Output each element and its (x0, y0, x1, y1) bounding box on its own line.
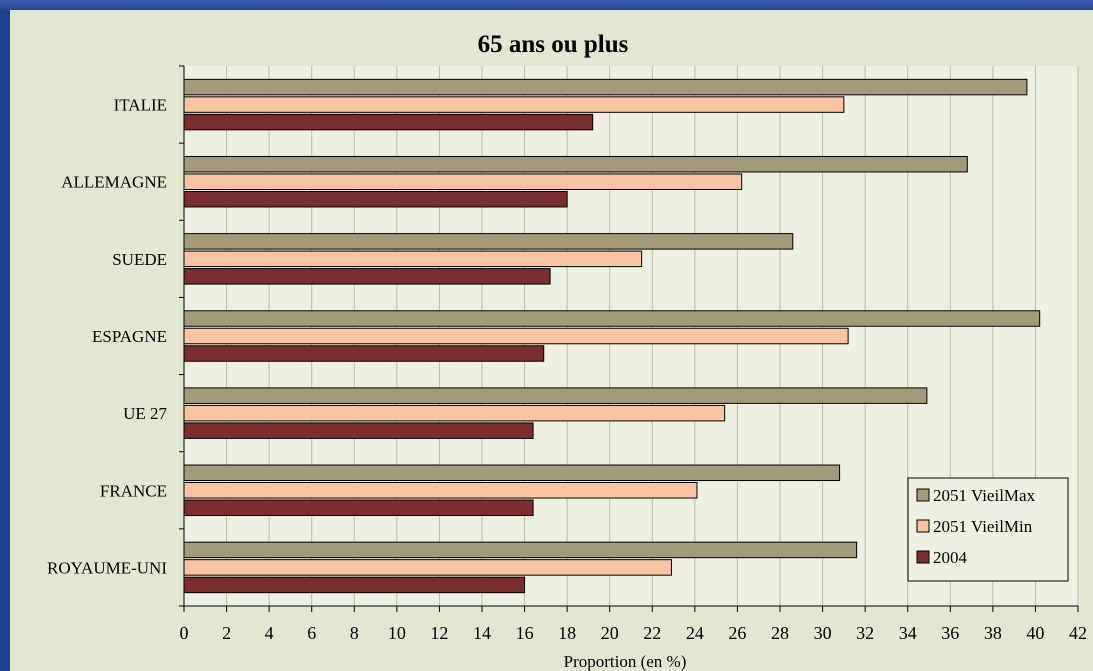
slide-left-border (0, 10, 10, 671)
legend-swatch (916, 550, 930, 564)
window-top-bar (0, 0, 1093, 10)
bar-suede-2004 (183, 268, 551, 285)
legend-swatch (916, 519, 930, 533)
y-category-label: ALLEMAGNE (61, 173, 167, 192)
x-tick-label: 36 (941, 623, 959, 643)
x-tick-label: 22 (643, 623, 661, 643)
x-tick-label: 30 (814, 623, 832, 643)
x-tick-label: 40 (1026, 623, 1044, 643)
bar-allemagne-2004 (183, 190, 568, 208)
chart-title: 65 ans ou plus (478, 31, 629, 58)
legend-label: 2051 VieilMax (933, 486, 1036, 505)
legend-label: 2051 VieilMin (933, 517, 1033, 536)
x-tick-label: 14 (473, 623, 491, 643)
x-tick-label: 4 (265, 623, 274, 643)
bar-suede-2051-vieilmax (183, 233, 794, 250)
bar-royaume-uni-2051-vieilmax (183, 541, 858, 559)
y-category-label: FRANCE (100, 481, 167, 500)
x-tick-label: 12 (430, 623, 448, 643)
x-tick-label: 32 (856, 623, 874, 643)
y-category-label: UE 27 (123, 404, 167, 423)
x-tick-label: 38 (984, 623, 1002, 643)
x-tick-label: 34 (899, 623, 917, 643)
y-category-label: ESPAGNE (92, 327, 167, 346)
bar-france-2004 (183, 499, 534, 517)
x-tick-label: 20 (601, 623, 619, 643)
bar-espagne-2051-vieilmin (183, 327, 849, 345)
y-category-label: ROYAUME-UNI (47, 558, 167, 577)
bar-allemagne-2051-vieilmin (183, 173, 743, 190)
legend-label: 2004 (933, 548, 968, 567)
bar-suede-2051-vieilmin (183, 250, 643, 268)
x-tick-label: 42 (1069, 623, 1087, 643)
bar-allemagne-2051-vieilmax (183, 155, 968, 173)
bar-ue-27-2051-vieilmin (183, 404, 726, 422)
x-tick-label: 28 (771, 623, 789, 643)
bar-ue-27-2051-vieilmax (183, 387, 928, 404)
bar-ue-27-2004 (183, 422, 534, 439)
x-tick-label: 2 (222, 623, 231, 643)
x-tick-label: 8 (350, 623, 359, 643)
x-tick-label: 24 (686, 623, 704, 643)
y-category-label: ITALIE (114, 96, 167, 115)
legend-swatch (916, 488, 930, 502)
bar-royaume-uni-2051-vieilmin (183, 559, 672, 576)
legend-box (907, 477, 1069, 582)
x-tick-label: 6 (307, 623, 316, 643)
x-tick-label: 26 (728, 623, 746, 643)
x-axis-label: Proportion (en %) (564, 652, 687, 671)
y-category-label: SUEDE (112, 250, 167, 269)
bar-espagne-2051-vieilmax (183, 310, 1041, 327)
bar-italie-2051-vieilmin (183, 96, 845, 113)
x-tick-label: 0 (180, 623, 189, 643)
bar-italie-2051-vieilmax (183, 78, 1028, 96)
bar-france-2051-vieilmin (183, 482, 698, 499)
bar-italie-2004 (183, 113, 594, 131)
x-tick-label: 16 (516, 623, 534, 643)
bar-royaume-uni-2004 (183, 576, 526, 594)
x-tick-label: 10 (388, 623, 406, 643)
x-tick-label: 18 (558, 623, 576, 643)
bar-espagne-2004 (183, 345, 545, 362)
bar-france-2051-vieilmax (183, 464, 841, 482)
